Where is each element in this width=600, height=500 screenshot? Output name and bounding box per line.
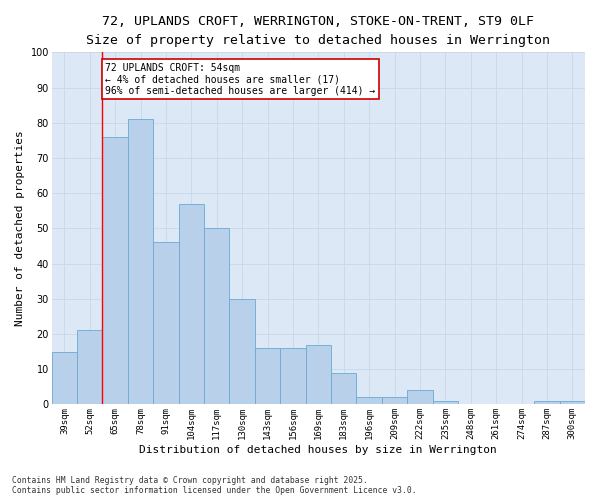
Bar [280, 348, 305, 405]
Bar [407, 390, 433, 404]
Bar [103, 137, 128, 404]
Bar [534, 401, 560, 404]
Bar [433, 401, 458, 404]
Bar [255, 348, 280, 405]
Bar [229, 299, 255, 405]
X-axis label: Distribution of detached houses by size in Werrington: Distribution of detached houses by size … [139, 445, 497, 455]
Bar [52, 352, 77, 405]
Bar [179, 204, 204, 404]
Bar [77, 330, 103, 404]
Text: 72 UPLANDS CROFT: 54sqm
← 4% of detached houses are smaller (17)
96% of semi-det: 72 UPLANDS CROFT: 54sqm ← 4% of detached… [105, 63, 375, 96]
Bar [153, 242, 179, 404]
Y-axis label: Number of detached properties: Number of detached properties [15, 130, 25, 326]
Bar [204, 228, 229, 404]
Bar [128, 119, 153, 405]
Text: Contains HM Land Registry data © Crown copyright and database right 2025.
Contai: Contains HM Land Registry data © Crown c… [12, 476, 416, 495]
Bar [356, 398, 382, 404]
Bar [331, 372, 356, 404]
Bar [382, 398, 407, 404]
Bar [560, 401, 585, 404]
Title: 72, UPLANDS CROFT, WERRINGTON, STOKE-ON-TRENT, ST9 0LF
Size of property relative: 72, UPLANDS CROFT, WERRINGTON, STOKE-ON-… [86, 15, 550, 47]
Bar [305, 344, 331, 405]
